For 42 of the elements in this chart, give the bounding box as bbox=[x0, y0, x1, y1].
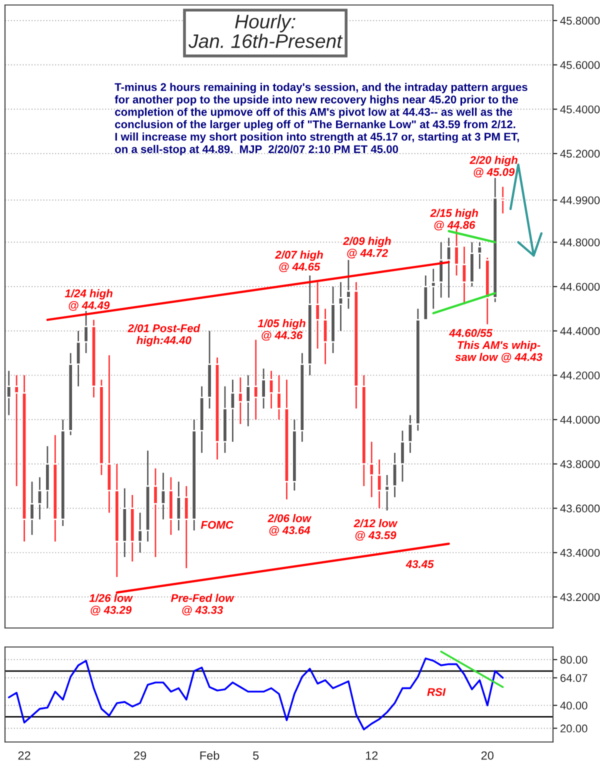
y-tick-label: 43.2000 bbox=[560, 593, 600, 602]
y-tick-label: 44.9900 bbox=[560, 196, 600, 204]
y-tick-label: 44.0000 bbox=[560, 416, 600, 424]
x-tick-label: Feb bbox=[200, 751, 220, 760]
y-tick-label: 40.00 bbox=[560, 702, 588, 710]
y-tick-label: 44.4000 bbox=[560, 327, 600, 336]
annotation: 2/20 high @ 45.09 bbox=[470, 156, 518, 178]
y-tick-label: 80.00 bbox=[560, 656, 588, 664]
x-tick-label: 20 bbox=[481, 751, 494, 760]
y-tick-label: 44.2000 bbox=[560, 372, 600, 380]
annotation: 1/24 high @ 44.49 bbox=[64, 289, 112, 311]
annotation: 2/07 high @ 44.65 bbox=[275, 250, 323, 272]
y-tick-label: 43.4000 bbox=[560, 548, 600, 557]
y-tick-label: 45.8000 bbox=[560, 16, 600, 25]
y-tick-label: 43.8000 bbox=[560, 460, 600, 468]
annotation: 2/09 high @ 44.72 bbox=[342, 236, 391, 258]
annotation: 2/15 high @ 44.86 bbox=[430, 208, 478, 230]
annotation: 43.45 bbox=[406, 560, 434, 568]
annotation: 2/01 Post-Fed high:44.40 bbox=[128, 324, 200, 346]
y-tick-label: 64.07 bbox=[560, 674, 588, 682]
text: T-minus 2 hours remaining in today's session, and the intraday pattern argues for another pop to the upside into new recovery highs near 45.20 prior to the completion of the upmove off of this AM's pivot low at 44.43-- as well as the conclusion of the larger upleg off of "The Bernanke Low" at 43.59 from 2/12. I will increase my short position into strength at 45.17 or, starting at 3 PM ET, on a sell-stop at 44.89. MJP 2/20/07 2:10 PM ET 45.00 bbox=[114, 82, 528, 156]
y-tick-label: 44.6000 bbox=[560, 282, 600, 291]
annotation: FOMC bbox=[200, 520, 234, 529]
text: Hourly: Jan. 16th-Present bbox=[188, 14, 343, 48]
y-tick-label: 20.00 bbox=[560, 724, 588, 732]
x-tick-label: 5 bbox=[253, 751, 259, 760]
y-tick-label: 45.2000 bbox=[560, 150, 600, 158]
x-tick-label: 22 bbox=[18, 751, 30, 760]
y-tick-label: 43.6000 bbox=[560, 504, 600, 512]
y-tick-label: 45.6000 bbox=[560, 61, 600, 69]
annotation: 44.60/55 bbox=[448, 328, 493, 338]
x-tick-label: 12 bbox=[366, 751, 378, 760]
x-tick-label: 29 bbox=[134, 751, 146, 760]
annotation: 2/06 low @ 43.64 bbox=[268, 514, 312, 536]
annotation: 2/12 low @ 43.59 bbox=[354, 519, 398, 541]
annotation: Pre-Fed low @ 43.33 bbox=[170, 594, 234, 616]
annotation: This AM's whip- saw low @ 44.43 bbox=[455, 340, 542, 362]
y-tick-label: 45.4000 bbox=[560, 105, 600, 114]
annotation: RSI bbox=[427, 688, 446, 696]
annotation: 1/26 low @ 43.29 bbox=[89, 594, 133, 616]
annotation: 1/05 high @ 44.36 bbox=[258, 319, 306, 341]
y-tick-label: 44.8000 bbox=[560, 238, 600, 246]
